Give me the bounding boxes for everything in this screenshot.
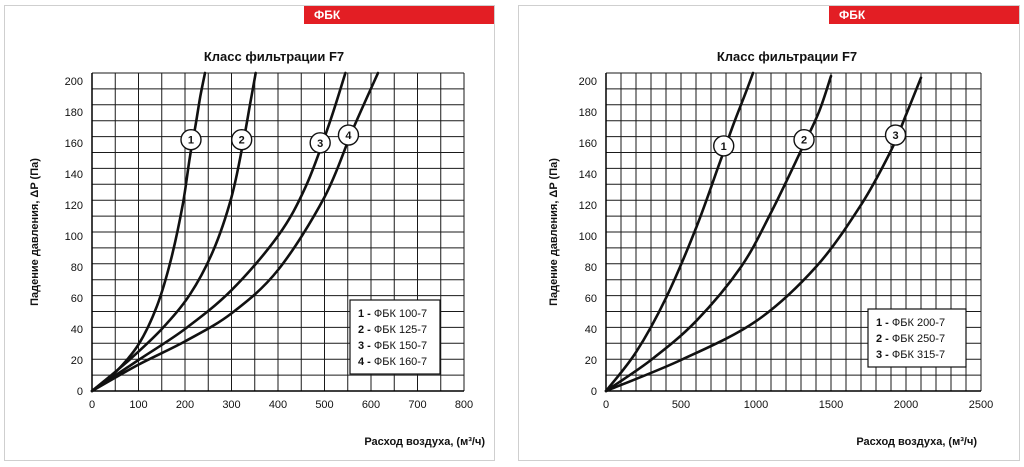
y-tick-label: 200 — [579, 76, 597, 88]
brand-label: ФБК — [314, 8, 341, 22]
y-tick-label: 200 — [65, 76, 83, 88]
x-tick-label: 0 — [603, 399, 609, 411]
x-axis-label: Расход воздуха, (м³/ч) — [856, 436, 977, 448]
y-tick-label: 180 — [65, 107, 83, 119]
pressure-drop-chart-left: 0 100 200 300 400 500 600 700 800020406080100120… — [29, 49, 485, 448]
y-tick-label: 60 — [71, 293, 83, 305]
y-tick-label: 80 — [71, 262, 83, 274]
series-marker-label: 3 — [892, 130, 898, 142]
chart-panel-right: ФБК 0 500 1000 1500 2000 2500 0 20 40 60 80 100 120 1… — [518, 5, 1020, 461]
series-line-2 — [90, 71, 257, 393]
series-marker-circle — [713, 135, 735, 157]
y-tick-label: 180 — [579, 107, 597, 119]
chart-panel-left: ФБК 0 100 200 300 400 500 600 700 800 0 20 40 60 80 10… — [4, 5, 495, 461]
series-marker-circle — [884, 124, 907, 146]
series-marker-circle — [230, 129, 253, 151]
x-tick-label: 700 — [408, 399, 426, 411]
legend-item: 1 - ФБК 200-7 — [876, 317, 945, 329]
y-tick-label: 120 — [65, 200, 83, 212]
x-tick-label: 400 — [269, 399, 287, 411]
y-tick-label: 160 — [579, 138, 597, 150]
x-tick-label: 600 — [362, 399, 380, 411]
legend: 1 - ФБК 200-7 2 - ФБК 250-7 3 - ФБК 315-7 — [867, 308, 967, 368]
y-tick-label: 80 — [585, 262, 597, 274]
y-tick-label: 140 — [65, 169, 83, 181]
series-line-1 — [604, 71, 755, 393]
legend-box — [349, 299, 441, 375]
series-marker-circle — [793, 129, 815, 151]
y-tick-label: 20 — [71, 355, 83, 367]
x-tick-label: 1500 — [819, 399, 843, 411]
x-tick-label: 300 — [222, 399, 240, 411]
legend: 1 - ФБК 100-7 2 - ФБК 125-7 3 - ФБК 150-7 4… — [349, 299, 441, 375]
series-marker-circle — [337, 124, 360, 146]
chart-title: Класс фильтрации F7 — [204, 49, 344, 64]
series-line-3 — [90, 71, 347, 393]
brand-bar: ФБК — [829, 6, 1019, 24]
legend-item: 2 - ФБК 250-7 — [876, 333, 945, 345]
y-tick-label: 40 — [585, 324, 597, 336]
series-marker-label: 1 — [188, 135, 194, 147]
brand-label: ФБК — [839, 8, 866, 22]
series-marker-3: 3 — [884, 124, 907, 146]
series-marker-4: 4 — [337, 124, 360, 146]
series-line-3 — [604, 76, 923, 393]
series-marker-2: 2 — [230, 129, 253, 151]
y-axis-label: Падение давления, ΔP (Па) — [29, 158, 41, 306]
x-tick-label: 2500 — [969, 399, 993, 411]
y-tick-label: 100 — [65, 231, 83, 243]
series-line-1 — [90, 71, 207, 393]
series-marker-label: 3 — [317, 138, 323, 150]
y-tick-label: 160 — [65, 138, 83, 150]
y-tick-label: 40 — [71, 324, 83, 336]
series-marker-1: 1 — [180, 129, 202, 151]
series-line-2 — [604, 74, 833, 393]
x-tick-label: 0 — [89, 399, 95, 411]
y-tick-label: 20 — [585, 355, 597, 367]
legend-item: 1 - ФБК 100-7 — [358, 308, 427, 320]
x-tick-label: 500 — [315, 399, 333, 411]
x-tick-label: 1000 — [744, 399, 768, 411]
legend-item: 4 - ФБК 160-7 — [358, 356, 427, 368]
x-tick-label: 200 — [176, 399, 194, 411]
x-axis-label: Расход воздуха, (м³/ч) — [364, 436, 485, 448]
y-axis-label: Падение давления, ΔP (Па) — [548, 158, 560, 306]
x-tick-label: 100 — [129, 399, 147, 411]
y-tick-label: 120 — [579, 200, 597, 212]
series-marker-3: 3 — [309, 132, 331, 154]
x-tick-label: 800 — [455, 399, 473, 411]
y-tick-label: 0 — [591, 386, 597, 398]
series-marker-label: 2 — [801, 135, 807, 147]
series-marker-label: 4 — [345, 130, 352, 142]
chart-title: Класс фильтрации F7 — [717, 49, 857, 64]
series-marker-label: 2 — [239, 135, 245, 147]
y-tick-label: 100 — [579, 231, 597, 243]
y-tick-label: 0 — [77, 386, 83, 398]
x-tick-label: 2000 — [894, 399, 918, 411]
pressure-drop-chart-right: 0 500 1000 1500 2000 2500 0 20 40 60 80 100 120 140 16… — [548, 49, 993, 448]
legend-item: 2 - ФБК 125-7 — [358, 324, 427, 336]
series-marker-circle — [180, 129, 202, 151]
legend-box — [867, 308, 967, 368]
y-tick-label: 60 — [585, 293, 597, 305]
series-marker-label: 1 — [721, 141, 727, 153]
legend-item: 3 - ФБК 315-7 — [876, 349, 945, 361]
series-marker-1: 1 — [713, 135, 735, 157]
legend-item: 3 - ФБК 150-7 — [358, 340, 427, 352]
series-marker-2: 2 — [793, 129, 815, 151]
y-tick-label: 140 — [579, 169, 597, 181]
brand-bar: ФБК — [304, 6, 494, 24]
x-tick-label: 500 — [672, 399, 690, 411]
series-marker-circle — [309, 132, 331, 154]
